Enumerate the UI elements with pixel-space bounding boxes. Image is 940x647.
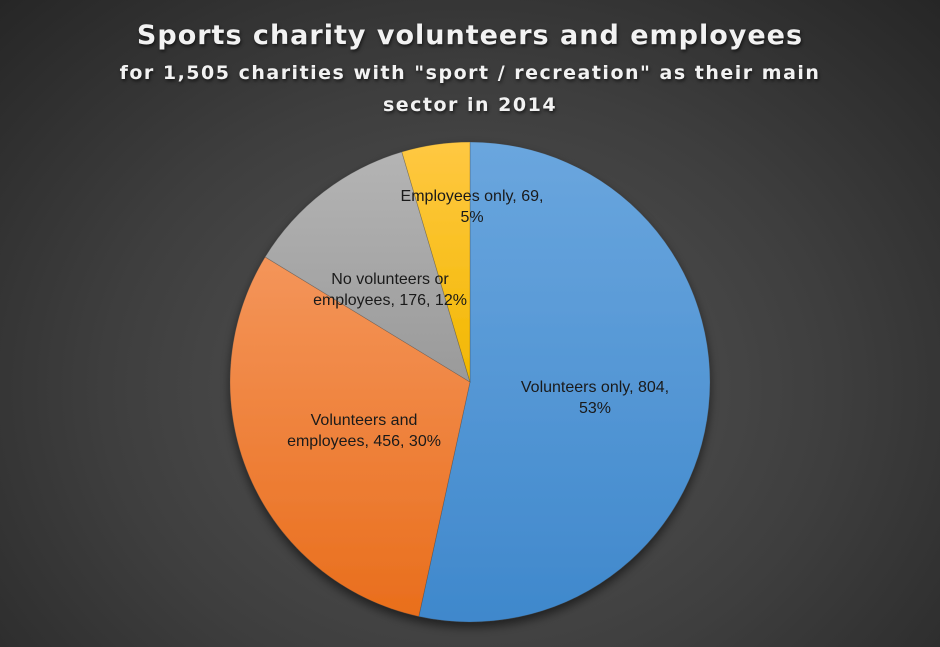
label-line: employees, 176, 12% bbox=[313, 292, 467, 309]
label-line: Volunteers and bbox=[310, 412, 418, 429]
label-volunteers-only: Volunteers only, 804, 53% bbox=[495, 377, 695, 419]
chart-title: Sports charity volunteers and employees bbox=[136, 20, 804, 51]
label-no-volunteers-or-employees: No volunteers or employees, 176, 12% bbox=[300, 269, 480, 311]
label-line: 5% bbox=[460, 209, 484, 226]
label-line: No volunteers or bbox=[331, 271, 449, 288]
label-employees-only: Employees only, 69, 5% bbox=[372, 186, 572, 228]
slice-volunteers-only bbox=[418, 141, 711, 623]
label-line: Employees only, 69, bbox=[400, 188, 544, 205]
chart-subtitle-line2: sector in 2014 bbox=[382, 94, 558, 116]
slice-employees-only bbox=[401, 141, 471, 383]
label-volunteers-and-employees: Volunteers and employees, 456, 30% bbox=[274, 410, 454, 452]
label-line: 53% bbox=[578, 400, 612, 417]
slice-volunteers-and-employees bbox=[229, 256, 471, 617]
chart-subtitle-line1: for 1,505 charities with "sport / recrea… bbox=[119, 62, 821, 84]
label-line: employees, 456, 30% bbox=[287, 433, 441, 450]
label-line: Volunteers only, 804, bbox=[520, 379, 670, 396]
